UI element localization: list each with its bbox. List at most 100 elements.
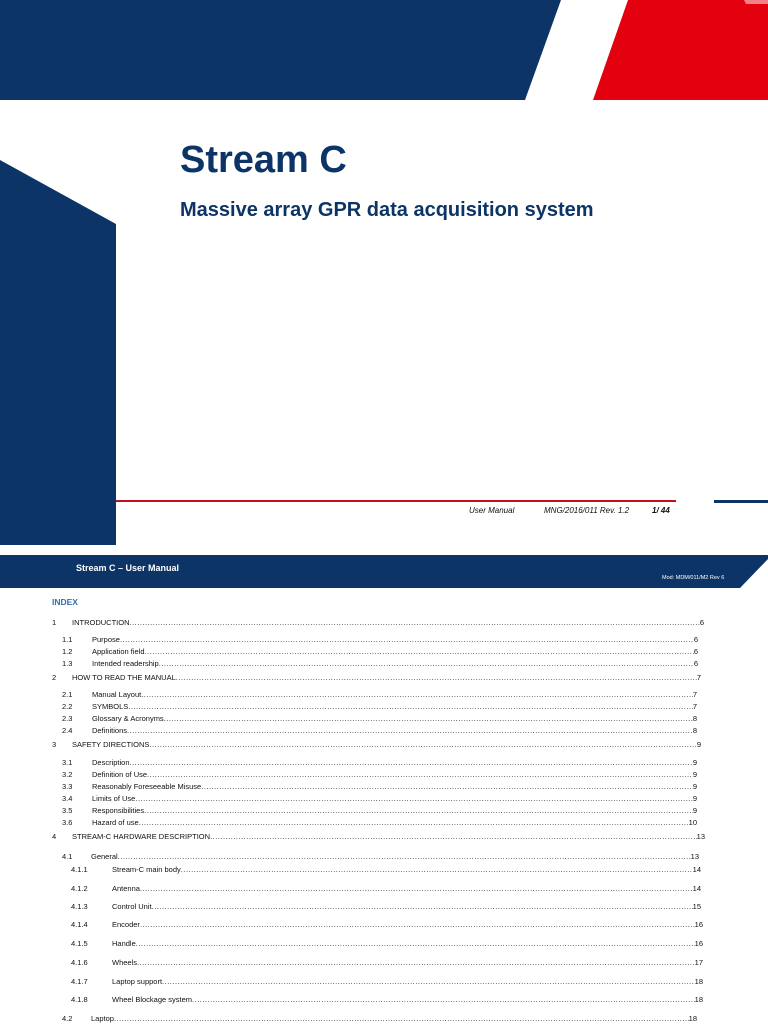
toc-entry-title: Intended readership <box>92 659 159 668</box>
toc-dot-leader <box>152 902 693 912</box>
toc-entry[interactable]: 1 INTRODUCTION 6 <box>52 618 704 628</box>
toc-entry[interactable]: 4.1.2 Antenna 14 <box>71 884 701 894</box>
toc-entry-number: 3.1 <box>62 758 73 767</box>
toc-dot-leader <box>127 726 693 736</box>
toc-entry[interactable]: 2.2 SYMBOLS 7 <box>62 702 697 712</box>
toc-entry-title: Limits of Use <box>92 794 136 803</box>
toc-entry-title: General <box>91 852 118 861</box>
toc-entry-number: 4.1.8 <box>71 995 88 1004</box>
cover-top-banner <box>0 0 768 100</box>
toc-entry-number: 1.1 <box>62 635 73 644</box>
footer-page-number: 1/ 44 <box>652 506 670 515</box>
toc-entry[interactable]: 3.1 Description 9 <box>62 758 697 768</box>
toc-dot-leader <box>181 865 693 875</box>
toc-entry-number: 4.1.2 <box>71 884 88 893</box>
toc-entry[interactable]: 4.1 General 13 <box>62 852 699 862</box>
toc-entry[interactable]: 4.1.6 Wheels 17 <box>71 958 703 968</box>
toc-dot-leader <box>144 806 693 816</box>
cover-left-decor <box>0 160 116 545</box>
toc-entry[interactable]: 4 STREAM-C HARDWARE DESCRIPTION 13 <box>52 832 705 842</box>
toc-entry-title: Laptop support <box>112 977 163 986</box>
toc-entry-number: 3.3 <box>62 782 73 791</box>
toc-entry-page: 9 <box>696 740 701 749</box>
toc-entry-page: 18 <box>688 1014 697 1023</box>
toc-dot-leader <box>130 618 700 628</box>
toc-entry-number: 4.1.5 <box>71 939 88 948</box>
toc-entry[interactable]: 1.1 Purpose 6 <box>62 635 698 645</box>
toc-entry-page: 10 <box>688 818 697 827</box>
toc-entry-page: 9 <box>692 758 697 767</box>
toc-entry-number: 4.1.1 <box>71 865 88 874</box>
toc-entry-title: Laptop <box>91 1014 114 1023</box>
toc-entry-page: 6 <box>693 635 698 644</box>
toc-entry-title: Purpose <box>92 635 120 644</box>
toc-entry-page: 13 <box>690 852 699 861</box>
toc-entry[interactable]: 4.2 Laptop 18 <box>62 1014 697 1024</box>
toc-entry-title: Stream-C main body <box>112 865 181 874</box>
toc-entry-number: 4.1.4 <box>71 920 88 929</box>
toc-entry-page: 7 <box>692 702 697 711</box>
toc-entry[interactable]: 2.4 Definitions 8 <box>62 726 697 736</box>
toc-entry-number: 4.2 <box>62 1014 73 1023</box>
cover-footer-accent <box>714 500 768 503</box>
toc-entry-page: 6 <box>693 659 698 668</box>
toc-entry-number: 4 <box>52 832 57 841</box>
toc-entry-number: 3 <box>52 740 57 749</box>
toc-entry-title: Wheel Blockage system <box>112 995 193 1004</box>
toc-entry-title: Hazard of use <box>92 818 139 827</box>
toc-entry[interactable]: 2 HOW TO READ THE MANUAL 7 <box>52 673 701 683</box>
toc-entry-title: Manual Layout <box>92 690 142 699</box>
toc-entry[interactable]: 3.2 Definition of Use 9 <box>62 770 697 780</box>
toc-dot-leader <box>176 673 697 683</box>
footer-doc-code: MNG/2016/011 Rev. 1.2 <box>544 506 630 515</box>
document-subtitle: Massive array GPR data acquisition syste… <box>180 199 594 221</box>
toc-entry[interactable]: 3.3 Reasonably Foreseeable Misuse 9 <box>62 782 697 792</box>
toc-entry-page: 17 <box>694 958 703 967</box>
toc-entry-title: Reasonably Foreseeable Misuse <box>92 782 202 791</box>
toc-entry[interactable]: 4.1.1 Stream-C main body 14 <box>71 865 701 875</box>
toc-entry-page: 14 <box>692 865 701 874</box>
toc-entry[interactable]: 3 SAFETY DIRECTIONS 9 <box>52 740 701 750</box>
toc-entry[interactable]: 4.1.5 Handle 16 <box>71 939 703 949</box>
toc-entry-number: 3.2 <box>62 770 73 779</box>
toc-entry[interactable]: 4.1.8 Wheel Blockage system 18 <box>71 995 703 1005</box>
toc-dot-leader <box>136 939 695 949</box>
toc-entry[interactable]: 1.3 Intended readership 6 <box>62 659 698 669</box>
toc-entry-page: 15 <box>692 902 701 911</box>
toc-entry[interactable]: 2.1 Manual Layout 7 <box>62 690 697 700</box>
toc-entry[interactable]: 4.1.3 Control Unit 15 <box>71 902 701 912</box>
toc-entry-page: 8 <box>692 714 697 723</box>
toc-entry[interactable]: 3.4 Limits of Use 9 <box>62 794 697 804</box>
toc-entry[interactable]: 1.2 Application field 6 <box>62 647 698 657</box>
toc-dot-leader <box>141 690 693 700</box>
toc-entry-number: 3.5 <box>62 806 73 815</box>
toc-dot-leader <box>120 635 694 645</box>
toc-entry-number: 2.2 <box>62 702 73 711</box>
page-header-mod: Mod: MDM/011/M2 Rev 6 <box>662 575 725 581</box>
toc-dot-leader <box>162 977 695 987</box>
toc-entry[interactable]: 3.5 Responsibilities 9 <box>62 806 697 816</box>
toc-dot-leader <box>201 782 693 792</box>
toc-entry-number: 1 <box>52 618 57 627</box>
toc-entry-page: 18 <box>694 977 703 986</box>
toc-dot-leader <box>137 958 695 968</box>
toc-entry-number: 4.1.6 <box>71 958 88 967</box>
toc-entry[interactable]: 2.3 Glossary & Acronyms 8 <box>62 714 697 724</box>
toc-entry-number: 2 <box>52 673 57 682</box>
toc-entry[interactable]: 3.6 Hazard of use 10 <box>62 818 697 828</box>
footer-doc-type: User Manual <box>469 506 515 515</box>
toc-entry[interactable]: 4.1.4 Encoder 16 <box>71 920 703 930</box>
toc-dot-leader <box>130 758 693 768</box>
toc-entry-title: Responsibilities <box>92 806 145 815</box>
toc-entry[interactable]: 4.1.7 Laptop support 18 <box>71 977 703 987</box>
toc-entry-title: Wheels <box>112 958 138 967</box>
toc-entry-number: 1.3 <box>62 659 73 668</box>
toc-entry-page: 9 <box>692 794 697 803</box>
toc-dot-leader <box>210 832 697 842</box>
toc-entry-page: 7 <box>696 673 701 682</box>
toc-entry-page: 9 <box>692 782 697 791</box>
cover-footer-rule <box>116 500 676 502</box>
toc-dot-leader <box>114 1014 689 1024</box>
toc-entry-number: 3.6 <box>62 818 73 827</box>
toc-entry-number: 4.1 <box>62 852 73 861</box>
